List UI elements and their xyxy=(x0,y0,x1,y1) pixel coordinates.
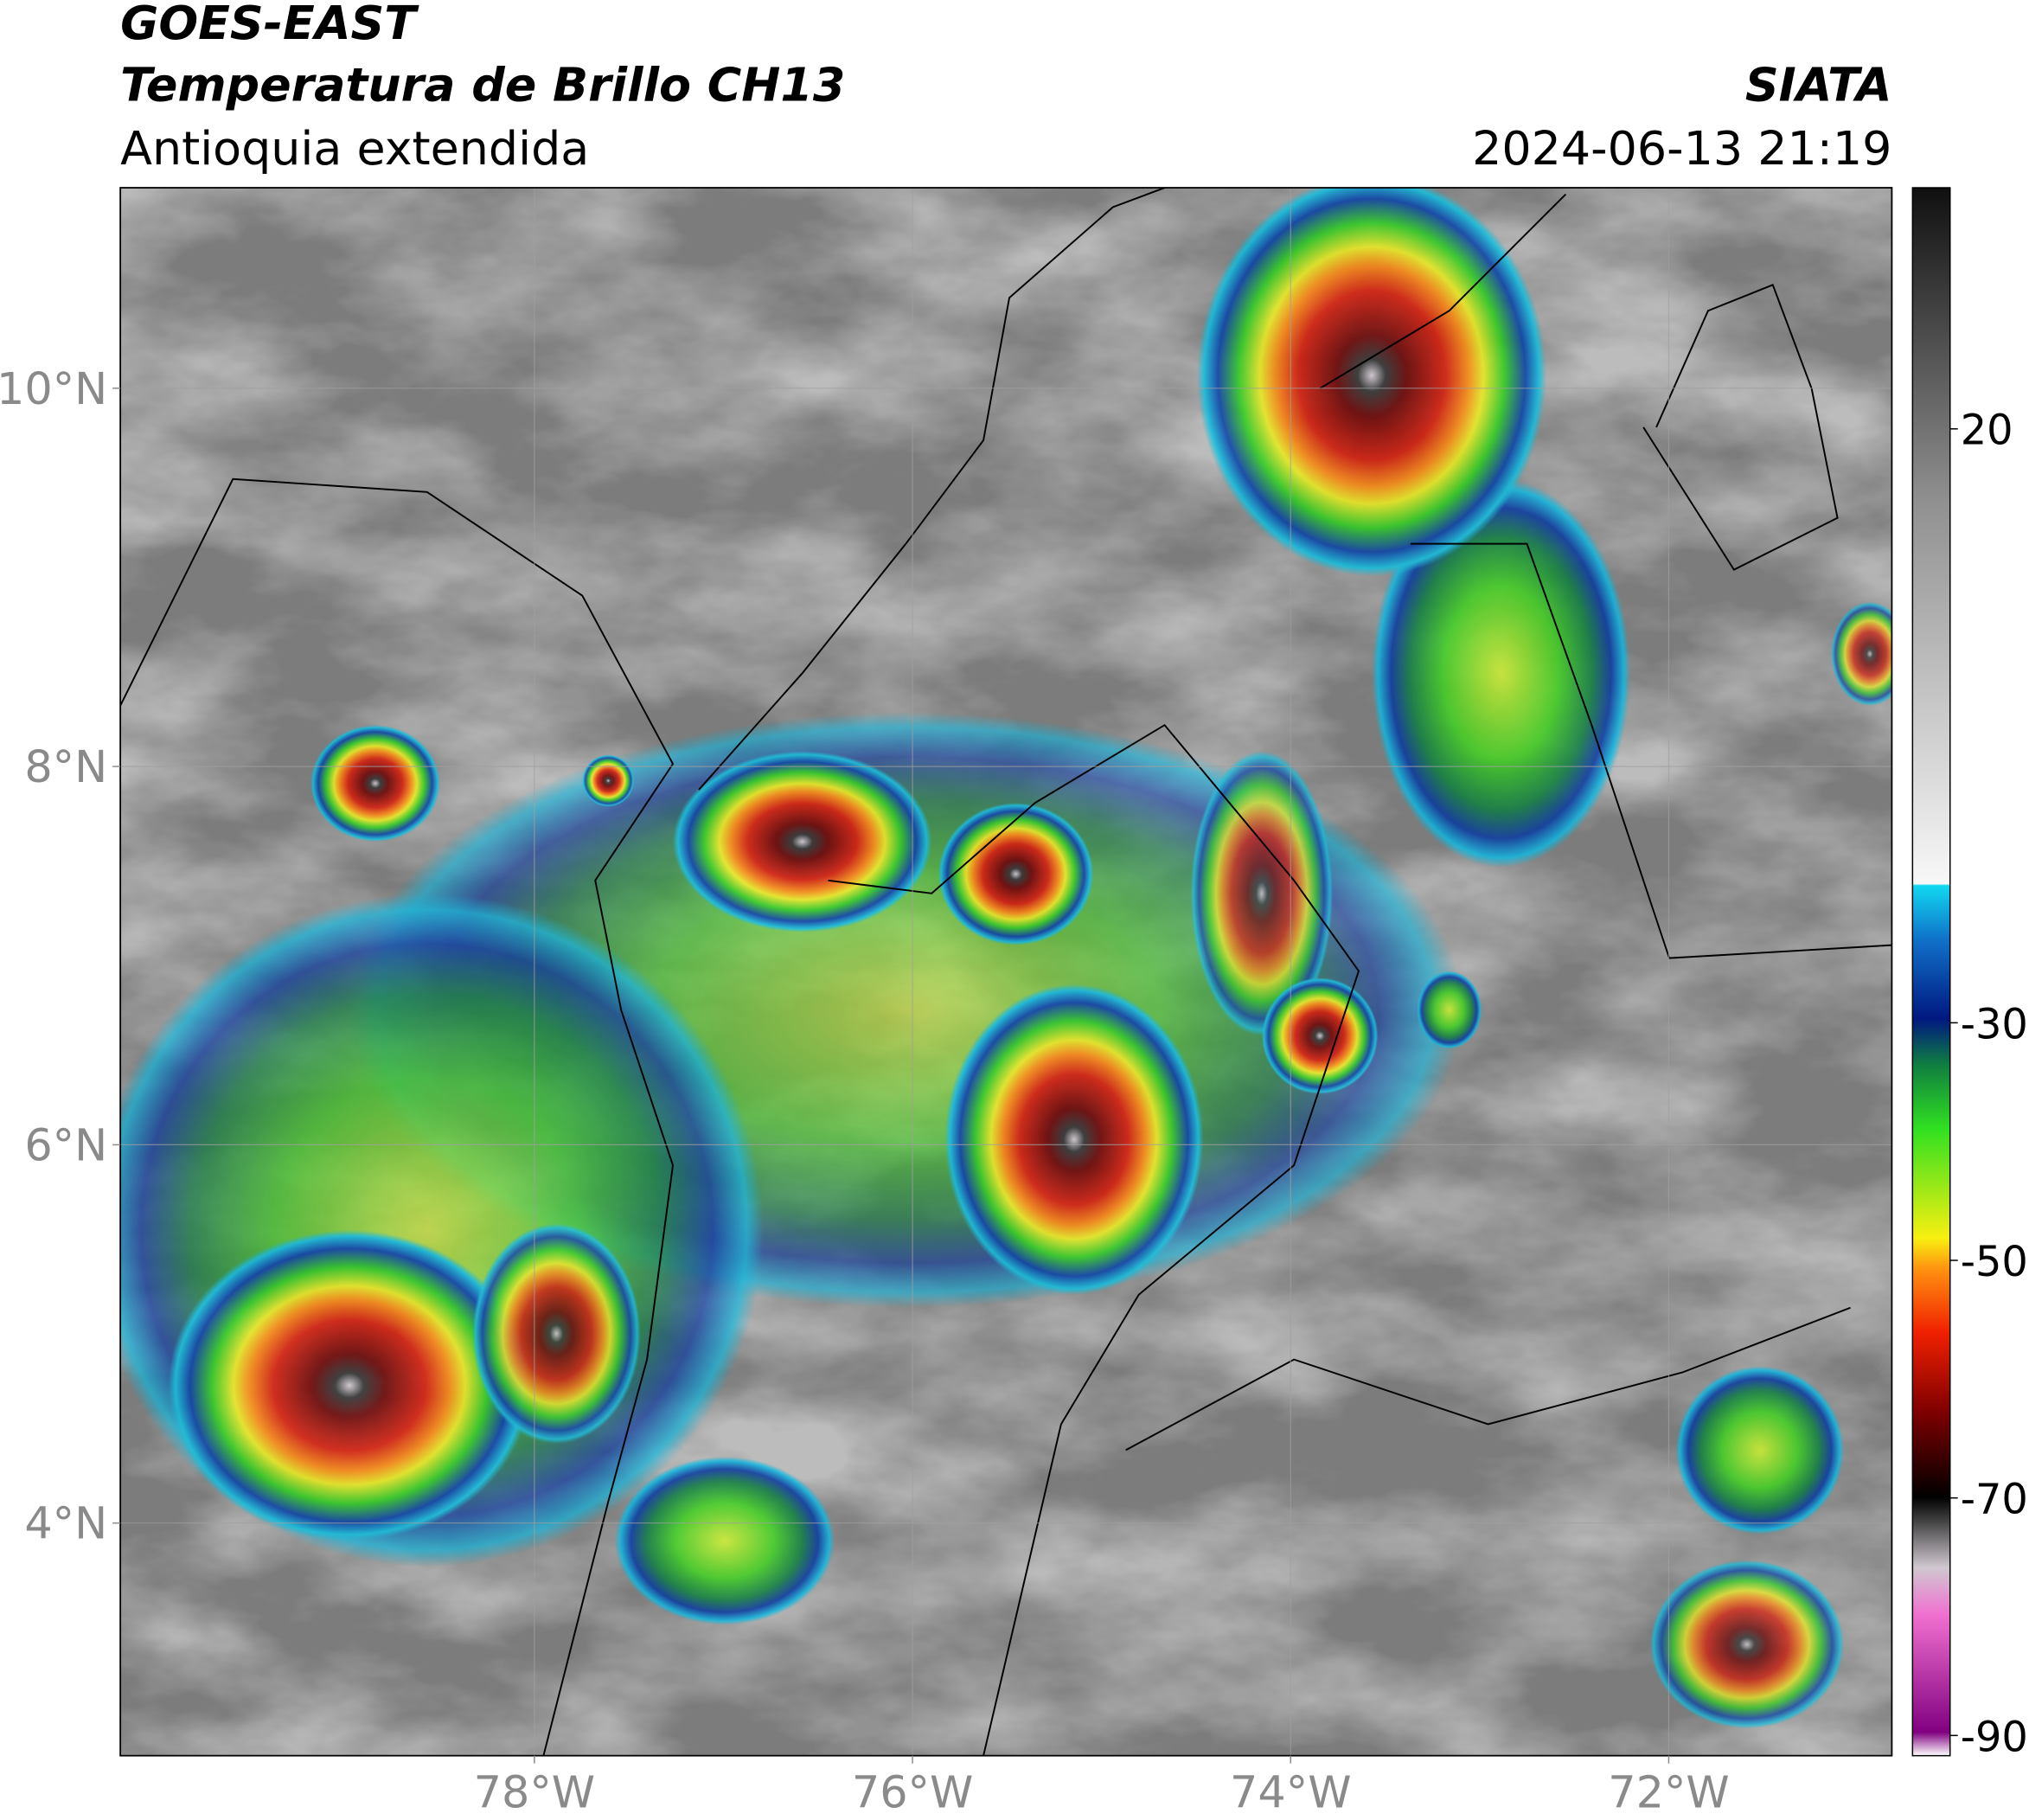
lat-tick-label: 10°N xyxy=(0,363,107,414)
borders xyxy=(120,188,1892,1756)
colorbar-tick-label: -30 xyxy=(1961,1001,2028,1048)
map-frame xyxy=(119,187,1893,1757)
colorbar-tick-label: -70 xyxy=(1961,1477,2028,1524)
colorbar xyxy=(1911,187,1951,1757)
lat-tick-label: 6°N xyxy=(24,1119,107,1170)
satellite: GOES-EAST xyxy=(120,0,419,50)
lat-tick-label: 4°N xyxy=(24,1498,107,1549)
title: Temperatura de Brillo CH13 xyxy=(120,58,845,112)
region: Antioquia extendida xyxy=(120,121,589,176)
lon-tick-label: 74°W xyxy=(1230,1767,1351,1817)
colorbar-tick-label: -50 xyxy=(1961,1239,2028,1286)
storm-cells xyxy=(120,188,1892,1729)
grid xyxy=(120,188,1892,1756)
colorbar-tick-label: 20 xyxy=(1961,407,2013,455)
lon-tick-label: 78°W xyxy=(474,1767,595,1817)
datetime: 2024-06-13 21:19 xyxy=(1472,121,1891,176)
lat-tick-label: 8°N xyxy=(24,741,107,792)
lon-tick-label: 76°W xyxy=(852,1767,973,1817)
source: SIATA xyxy=(1745,58,1892,112)
satellite-image xyxy=(120,188,1892,1756)
colorbar-tick-label: -90 xyxy=(1961,1714,2028,1761)
lon-tick-label: 72°W xyxy=(1608,1767,1729,1817)
